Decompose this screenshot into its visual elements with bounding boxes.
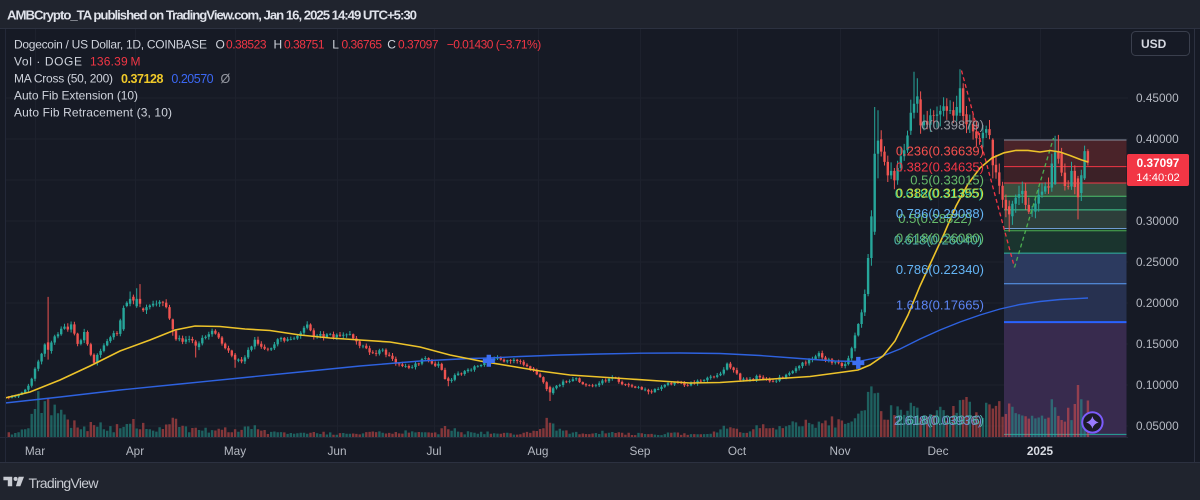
svg-text:Jul: Jul bbox=[426, 444, 441, 458]
svg-text:Apr: Apr bbox=[126, 444, 144, 458]
svg-text:Mar: Mar bbox=[25, 444, 45, 458]
svg-text:Jun: Jun bbox=[327, 444, 346, 458]
svg-text:0.5(0.28822): 0.5(0.28822) bbox=[898, 211, 972, 226]
svg-text:0.15000: 0.15000 bbox=[1136, 337, 1179, 351]
svg-text:May: May bbox=[224, 444, 246, 458]
svg-text:2025: 2025 bbox=[1027, 444, 1054, 458]
svg-text:Vol · DOGE: Vol · DOGE bbox=[14, 55, 82, 69]
svg-text:0.36765: 0.36765 bbox=[342, 38, 383, 52]
svg-text:1.618(0.17665): 1.618(0.17665) bbox=[896, 298, 984, 313]
svg-text:−0.01430 (−3.71%): −0.01430 (−3.71%) bbox=[447, 38, 542, 52]
svg-text:Aug: Aug bbox=[528, 444, 549, 458]
svg-text:0.618(0.26040): 0.618(0.26040) bbox=[894, 233, 982, 248]
svg-text:0.38523: 0.38523 bbox=[226, 38, 267, 52]
svg-text:0.20570: 0.20570 bbox=[171, 72, 213, 86]
svg-text:H: H bbox=[274, 38, 283, 52]
svg-text:0.38751: 0.38751 bbox=[284, 38, 325, 52]
svg-text:0(0.39879): 0(0.39879) bbox=[921, 118, 984, 133]
svg-text:TradingView: TradingView bbox=[29, 475, 100, 491]
svg-text:0.382(0.34635): 0.382(0.34635) bbox=[896, 160, 984, 175]
svg-text:Auto Fib Retracement (3, 10): Auto Fib Retracement (3, 10) bbox=[14, 106, 172, 120]
svg-text:USD: USD bbox=[1141, 37, 1167, 51]
svg-text:0.618(0.26080): 0.618(0.26080) bbox=[896, 231, 984, 246]
svg-text:0.786(0.22340): 0.786(0.22340) bbox=[896, 262, 984, 277]
svg-text:0.05000: 0.05000 bbox=[1136, 419, 1179, 433]
svg-text:0.10000: 0.10000 bbox=[1136, 378, 1179, 392]
svg-text:14:40:02: 14:40:02 bbox=[1136, 172, 1180, 184]
svg-text:0.25000: 0.25000 bbox=[1136, 255, 1179, 269]
svg-text:C: C bbox=[387, 38, 396, 52]
svg-text:0.786(0.29088): 0.786(0.29088) bbox=[896, 206, 984, 221]
svg-text:0.37097: 0.37097 bbox=[398, 38, 439, 52]
svg-text:AMBCrypto_TA published on Trad: AMBCrypto_TA published on TradingView.co… bbox=[7, 8, 417, 23]
svg-text:0.618(0.31395): 0.618(0.31395) bbox=[895, 186, 983, 201]
svg-text:L: L bbox=[332, 38, 339, 52]
svg-text:Sep: Sep bbox=[630, 444, 651, 458]
svg-text:MA Cross (50, 200): MA Cross (50, 200) bbox=[14, 72, 113, 86]
svg-text:O: O bbox=[216, 38, 225, 52]
svg-text:0.37097: 0.37097 bbox=[1137, 156, 1180, 170]
svg-text:2.618(0.03976): 2.618(0.03976) bbox=[896, 413, 984, 428]
svg-text:0.45000: 0.45000 bbox=[1136, 91, 1179, 105]
svg-text:136.39 M: 136.39 M bbox=[90, 55, 141, 69]
svg-text:0.20000: 0.20000 bbox=[1136, 296, 1179, 310]
svg-text:0.30000: 0.30000 bbox=[1136, 214, 1179, 228]
svg-text:Dec: Dec bbox=[928, 444, 949, 458]
svg-text:Dogecoin / US Dollar, 1D, COIN: Dogecoin / US Dollar, 1D, COINBASE bbox=[14, 38, 207, 52]
svg-text:0.5(0.33015): 0.5(0.33015) bbox=[910, 173, 984, 188]
svg-text:Oct: Oct bbox=[728, 444, 747, 458]
svg-text:2.618(0.03936): 2.618(0.03936) bbox=[894, 413, 982, 428]
svg-text:0.382(0.31355): 0.382(0.31355) bbox=[896, 186, 984, 201]
svg-text:Nov: Nov bbox=[830, 444, 851, 458]
svg-text:0.40000: 0.40000 bbox=[1136, 132, 1179, 146]
svg-text:0.236(0.36639): 0.236(0.36639) bbox=[896, 144, 984, 159]
svg-text:0.37128: 0.37128 bbox=[121, 72, 164, 86]
svg-text:Auto Fib Extension (10): Auto Fib Extension (10) bbox=[14, 89, 138, 103]
svg-text:Ø: Ø bbox=[221, 72, 231, 86]
